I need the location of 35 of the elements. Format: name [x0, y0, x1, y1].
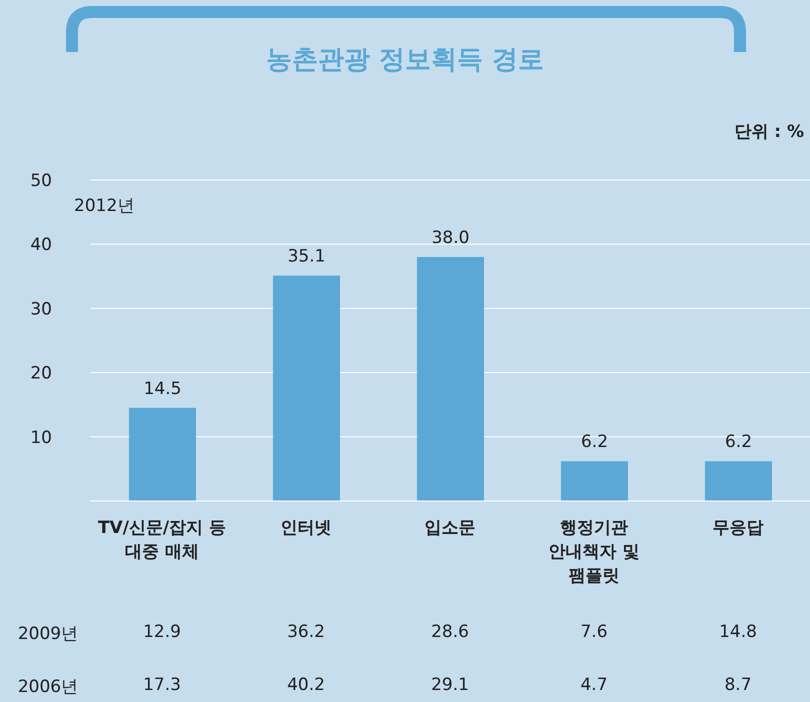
- bar: [705, 461, 772, 501]
- text: 8.7: [723, 675, 753, 695]
- text: 2012년: [74, 195, 134, 217]
- y-tick-label: 20: [30, 364, 52, 384]
- data-label: 6.2: [580, 432, 608, 452]
- text: 40.2: [286, 675, 326, 695]
- bar: [417, 257, 484, 501]
- text: 12.9: [142, 622, 182, 642]
- data-label: 35.1: [288, 246, 326, 267]
- y-tick-label: 30: [30, 299, 52, 320]
- text: 4.7: [579, 675, 609, 695]
- chart-subtitle: 단위 : %: [734, 121, 804, 143]
- text: 7.6: [579, 622, 609, 642]
- text: 17.3: [142, 675, 182, 695]
- data-label: 38.0: [432, 228, 470, 248]
- x-tick-label: TV/신문/잡지 등 대중 매체: [98, 518, 226, 562]
- x-tick-label: 인터넷: [280, 518, 332, 538]
- x-tick-label: 행정기관 안내책자 및 팸플릿: [548, 518, 640, 586]
- data-label: 14.5: [144, 378, 182, 399]
- x-tick-label: 입소문: [424, 518, 476, 538]
- bar: [561, 461, 628, 501]
- x-tick-label: 무응답: [712, 518, 764, 538]
- chart-title: 농촌관광 정보획득 경로: [264, 44, 546, 77]
- data-label: 6.2: [724, 432, 752, 452]
- text: 28.6: [430, 622, 470, 642]
- text: 29.1: [430, 675, 470, 695]
- y-tick-label: 50: [30, 171, 52, 192]
- y-tick-label: 10: [30, 428, 52, 448]
- y-tick-label: 40: [30, 235, 52, 256]
- text: 2009년: [16, 623, 80, 645]
- text: 2006년: [16, 676, 80, 698]
- text: 36.2: [286, 622, 326, 642]
- text: 14.8: [718, 622, 758, 642]
- bar: [273, 276, 340, 501]
- bar: [129, 408, 196, 501]
